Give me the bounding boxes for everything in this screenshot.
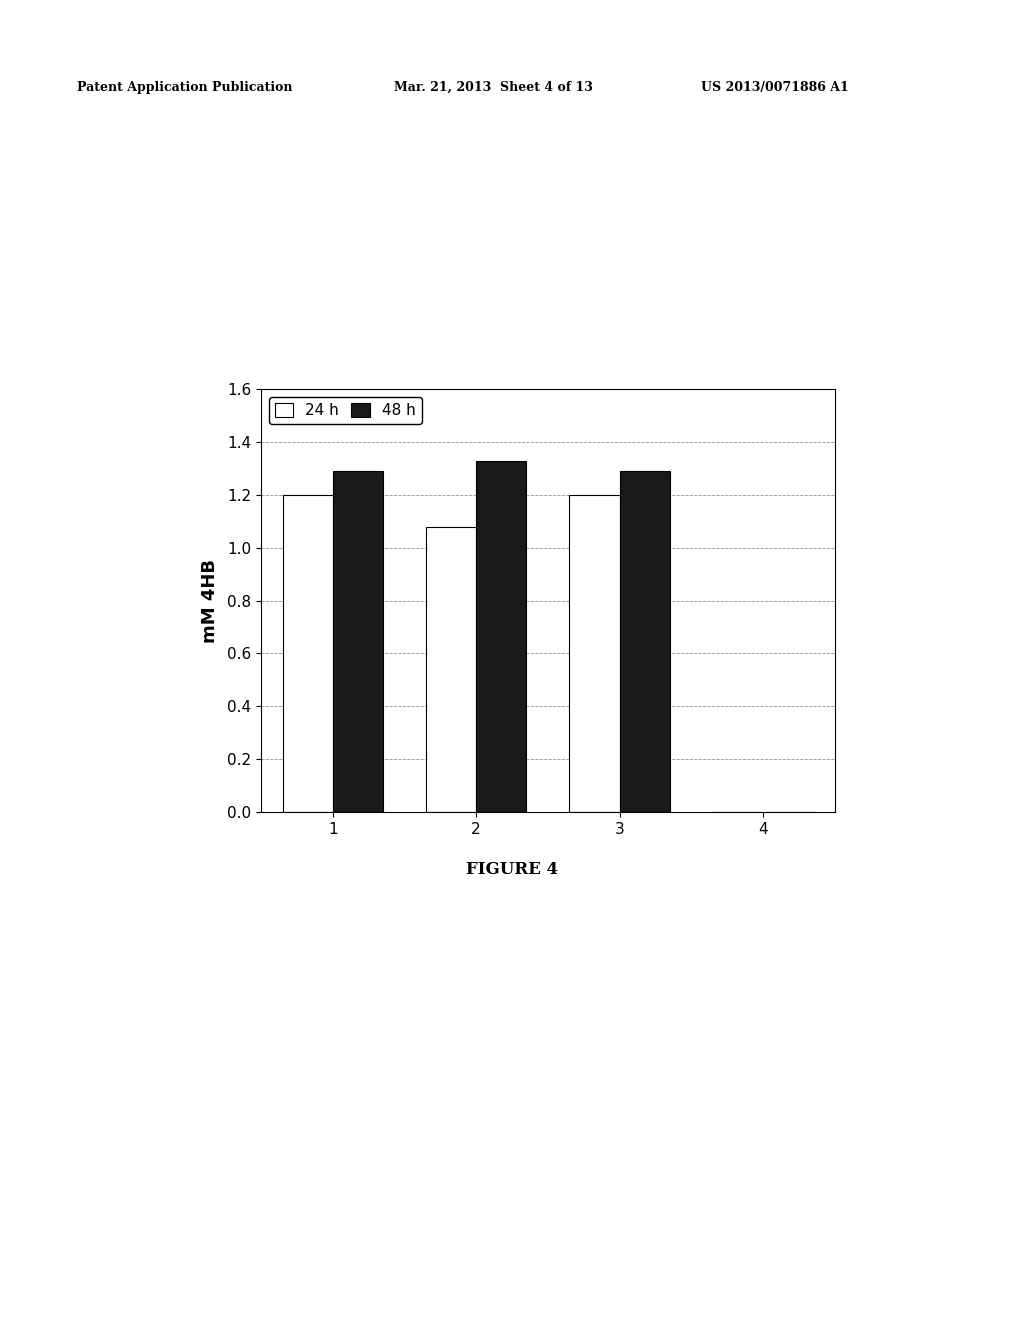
Bar xyxy=(426,527,476,812)
Text: US 2013/0071886 A1: US 2013/0071886 A1 xyxy=(701,81,849,94)
Bar xyxy=(333,471,383,812)
Bar xyxy=(283,495,333,812)
Text: Patent Application Publication: Patent Application Publication xyxy=(77,81,292,94)
Y-axis label: mM 4HB: mM 4HB xyxy=(201,558,219,643)
Text: FIGURE 4: FIGURE 4 xyxy=(466,861,558,878)
Bar xyxy=(476,461,526,812)
Legend: 24 h, 48 h: 24 h, 48 h xyxy=(268,397,422,424)
Bar xyxy=(620,471,670,812)
Text: Mar. 21, 2013  Sheet 4 of 13: Mar. 21, 2013 Sheet 4 of 13 xyxy=(394,81,593,94)
Bar xyxy=(569,495,620,812)
